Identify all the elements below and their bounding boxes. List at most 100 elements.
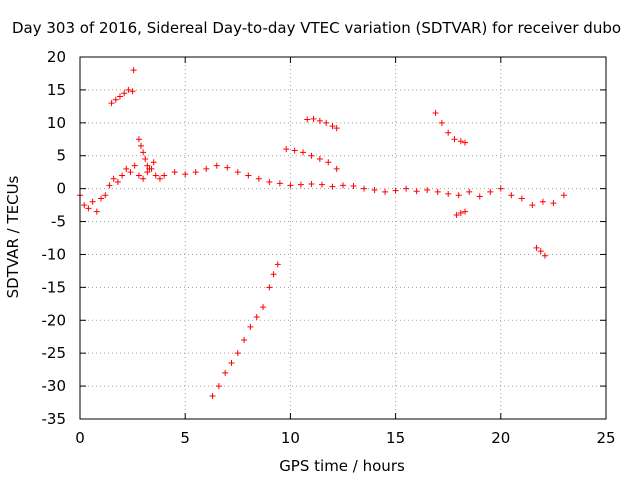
data-point bbox=[130, 67, 137, 74]
y-tick-label: 5 bbox=[56, 147, 66, 165]
data-point bbox=[106, 182, 113, 189]
data-point bbox=[247, 323, 254, 330]
data-point bbox=[127, 169, 134, 176]
data-point bbox=[508, 192, 515, 199]
y-tick-labels: -35 -30 -25 -20 -15 -10 -5 0 5 10 15 20 bbox=[42, 48, 67, 428]
x-tick-label: 15 bbox=[386, 429, 405, 447]
data-point bbox=[276, 180, 283, 187]
series-segment-4 bbox=[283, 146, 340, 172]
data-point bbox=[213, 162, 220, 169]
data-point bbox=[497, 185, 504, 192]
data-point bbox=[116, 93, 123, 100]
y-tick-label: -25 bbox=[42, 344, 67, 362]
data-point bbox=[445, 129, 452, 136]
series-segment-3 bbox=[209, 261, 281, 399]
data-point bbox=[329, 123, 336, 130]
series-segment-2 bbox=[135, 136, 157, 172]
data-point bbox=[203, 165, 210, 172]
data-point bbox=[455, 192, 462, 199]
data-point bbox=[323, 119, 330, 126]
data-point bbox=[123, 165, 130, 172]
chart-title: Day 303 of 2016, Sidereal Day-to-day VTE… bbox=[12, 19, 621, 37]
data-point bbox=[89, 198, 96, 205]
y-tick-label: -20 bbox=[42, 311, 67, 329]
data-point bbox=[144, 169, 151, 176]
data-points bbox=[77, 67, 567, 399]
data-point bbox=[112, 96, 119, 103]
data-point bbox=[340, 182, 346, 189]
y-tick-label: -15 bbox=[42, 278, 67, 296]
data-point bbox=[260, 304, 267, 311]
data-point bbox=[129, 88, 136, 95]
data-point bbox=[81, 202, 88, 209]
data-point bbox=[110, 175, 117, 182]
data-point bbox=[297, 181, 304, 188]
x-tick-label: 10 bbox=[281, 429, 300, 447]
data-point bbox=[241, 337, 248, 344]
data-point bbox=[424, 186, 431, 193]
data-point bbox=[245, 172, 252, 179]
data-point bbox=[138, 142, 145, 149]
data-point bbox=[287, 182, 294, 189]
y-tick-label: 15 bbox=[47, 81, 66, 99]
y-tick-label: 10 bbox=[47, 114, 66, 132]
data-point bbox=[119, 172, 126, 179]
data-point bbox=[316, 117, 323, 124]
data-point bbox=[266, 179, 273, 186]
data-point bbox=[140, 149, 147, 156]
x-tick-label: 0 bbox=[75, 429, 85, 447]
data-point bbox=[125, 86, 132, 93]
series-segment-6 bbox=[432, 109, 469, 146]
y-tick-label: -10 bbox=[42, 245, 67, 263]
axis-ticks bbox=[79, 56, 607, 420]
data-point bbox=[222, 369, 229, 376]
data-point bbox=[161, 172, 168, 179]
data-point bbox=[325, 159, 332, 166]
y-tick-label: 0 bbox=[56, 180, 66, 198]
series-segment-5 bbox=[304, 115, 340, 132]
series-segment-1 bbox=[108, 67, 137, 107]
data-point bbox=[304, 116, 311, 123]
data-point bbox=[224, 164, 231, 171]
data-point bbox=[156, 175, 163, 182]
data-point bbox=[413, 188, 420, 195]
data-point bbox=[403, 185, 410, 192]
data-point bbox=[144, 162, 151, 169]
data-point bbox=[150, 159, 157, 166]
x-tick-label: 25 bbox=[596, 429, 615, 447]
data-point bbox=[518, 195, 525, 202]
data-point bbox=[308, 181, 315, 188]
data-point bbox=[333, 125, 340, 132]
data-point bbox=[457, 138, 464, 145]
data-point bbox=[361, 185, 368, 192]
data-point bbox=[457, 209, 464, 216]
data-point bbox=[114, 179, 121, 186]
data-point bbox=[462, 139, 469, 146]
data-point bbox=[108, 100, 115, 107]
data-point bbox=[308, 152, 315, 159]
data-point bbox=[541, 252, 548, 259]
data-point bbox=[453, 211, 460, 218]
data-point bbox=[253, 313, 260, 320]
data-point bbox=[529, 202, 536, 209]
data-point bbox=[255, 175, 262, 182]
data-point bbox=[274, 261, 281, 268]
data-point bbox=[310, 115, 317, 122]
data-point bbox=[121, 90, 128, 97]
x-tick-labels: 0 5 10 15 20 25 bbox=[75, 429, 615, 447]
data-point bbox=[234, 169, 241, 176]
data-point bbox=[350, 183, 357, 190]
y-axis-label: SDTVAR / TECUs bbox=[4, 175, 22, 298]
data-point bbox=[392, 187, 399, 194]
data-point bbox=[451, 136, 458, 143]
data-point bbox=[102, 192, 109, 199]
data-point bbox=[142, 156, 149, 163]
data-point bbox=[438, 119, 445, 126]
data-point bbox=[192, 169, 199, 176]
y-tick-label: -35 bbox=[42, 410, 67, 428]
data-point bbox=[171, 169, 178, 176]
data-point bbox=[283, 146, 290, 153]
data-point bbox=[371, 186, 378, 193]
series-segment-7 bbox=[453, 208, 469, 218]
